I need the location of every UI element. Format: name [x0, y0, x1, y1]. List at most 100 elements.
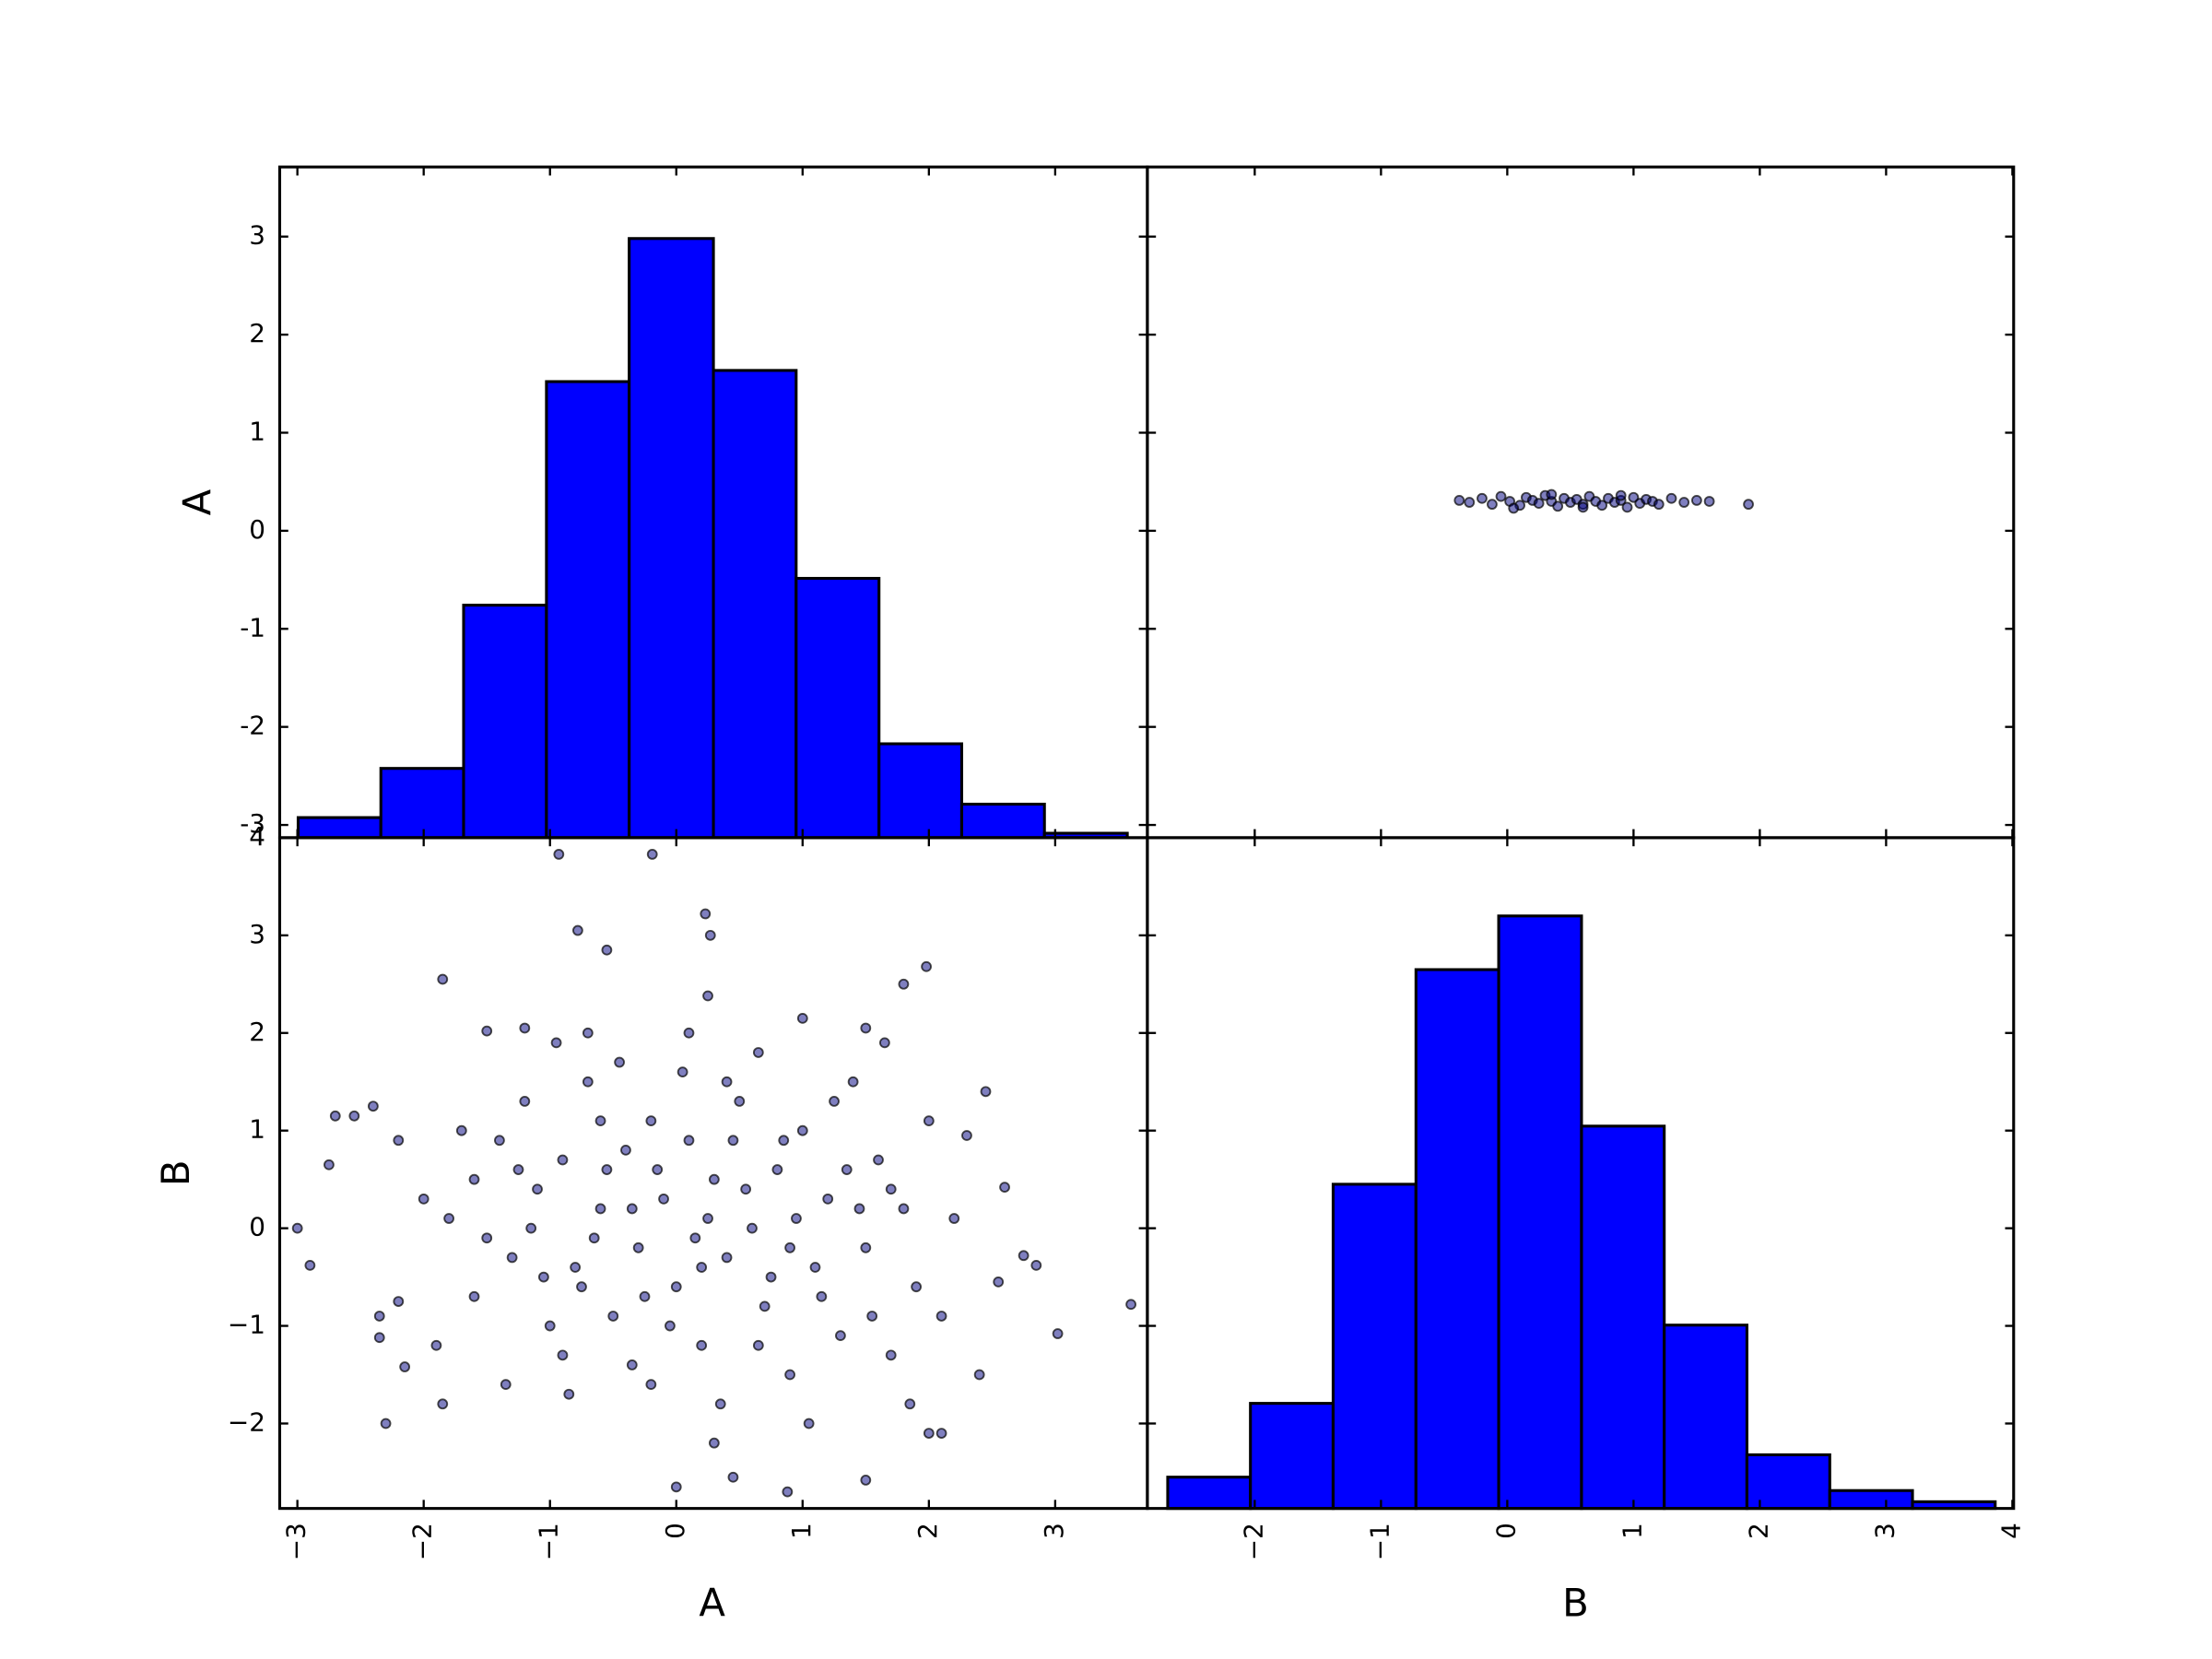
scatter-point — [727, 1135, 739, 1147]
x-axis-label: A — [699, 1580, 725, 1625]
scatter-point — [443, 1213, 454, 1224]
scatter-point — [500, 1379, 512, 1390]
scatter-point — [847, 1076, 859, 1088]
y-tick-label: -2 — [240, 711, 265, 741]
histogram-bar — [379, 767, 465, 840]
scatter-point — [1030, 1259, 1042, 1271]
scatter-point — [324, 1159, 335, 1171]
scatter-point — [683, 1135, 695, 1147]
scatter-point — [1018, 1250, 1030, 1262]
histogram-bar — [1828, 1488, 1914, 1511]
scatter-point — [576, 1281, 587, 1293]
scatter-point — [418, 1193, 429, 1205]
scatter-point — [373, 1311, 385, 1322]
histogram-bar — [1663, 1324, 1748, 1511]
scatter-point — [481, 1232, 493, 1244]
scatter-point — [727, 1471, 739, 1483]
scatter-point — [759, 1300, 771, 1312]
scatter-point — [512, 1164, 524, 1175]
scatter-point — [399, 1361, 411, 1372]
scatter-point — [898, 978, 910, 990]
scatter-point — [291, 1222, 303, 1234]
scatter-point — [1665, 492, 1677, 504]
histogram-bar — [1414, 968, 1500, 1511]
scatter-point — [594, 1115, 606, 1126]
scatter-point — [704, 929, 716, 941]
y-tick-label: 2 — [249, 1017, 265, 1047]
scatter-point — [973, 1369, 985, 1381]
scatter-point — [601, 1164, 613, 1175]
scatter-point — [646, 849, 658, 860]
scatter-point — [935, 1428, 947, 1439]
scatter-point — [519, 1096, 531, 1107]
x-tick-label: −1 — [534, 1523, 564, 1560]
scatter-point — [1546, 488, 1558, 500]
histogram-bar — [1497, 914, 1583, 1511]
scatter-point — [652, 1164, 664, 1175]
scatter-point — [553, 849, 565, 860]
scatter-point — [829, 1096, 840, 1107]
scatter-point — [393, 1135, 405, 1147]
y-axis-label: B — [153, 1159, 198, 1186]
scatter-point — [816, 1290, 828, 1302]
scatter-point — [878, 1037, 890, 1049]
scatter-point — [921, 960, 932, 972]
scatter-point — [1495, 490, 1507, 502]
scatter-point — [348, 1110, 360, 1122]
scatter-point — [752, 1339, 764, 1351]
scatter-point — [708, 1173, 720, 1185]
scatter-point — [835, 1330, 846, 1342]
x-tick-label: 2 — [1743, 1523, 1773, 1539]
scatter-point — [1678, 497, 1690, 508]
scatter-point — [626, 1203, 638, 1215]
scatter-point — [455, 1124, 467, 1136]
scatter-point — [571, 924, 583, 936]
scatter-point — [683, 1027, 695, 1039]
y-tick-label: 1 — [249, 1114, 265, 1145]
scatter-point — [519, 1022, 531, 1034]
scatter-point — [778, 1135, 790, 1147]
x-tick-label: −3 — [281, 1523, 312, 1560]
scatter-point — [304, 1259, 316, 1271]
scatter-point — [677, 1066, 688, 1078]
scatter-point — [532, 1183, 543, 1195]
x-tick-label: 1 — [786, 1523, 817, 1539]
scatter-point — [904, 1398, 916, 1410]
scatter-point — [721, 1252, 733, 1264]
scatter-point — [373, 1332, 385, 1344]
scatter-point — [607, 1311, 619, 1322]
scatter-point — [860, 1022, 872, 1034]
x-tick-label: 3 — [1869, 1523, 1900, 1539]
scatter-point — [1533, 498, 1545, 509]
x-tick-label: −1 — [1364, 1523, 1394, 1560]
y-tick-label: -1 — [240, 612, 265, 642]
scatter-point — [468, 1290, 480, 1302]
scatter-point — [999, 1182, 1010, 1194]
scatter-point — [588, 1232, 600, 1244]
x-tick-label: 0 — [1490, 1523, 1521, 1539]
x-tick-label: −2 — [407, 1523, 438, 1560]
scatter-point — [689, 1232, 701, 1244]
scatter-point — [1487, 499, 1498, 511]
scatter-point — [632, 1241, 644, 1253]
scatter-point — [506, 1252, 518, 1264]
scatter-point — [1653, 499, 1665, 511]
scatter-point — [1691, 495, 1702, 506]
scatter-point — [948, 1213, 960, 1224]
scatter-point — [809, 1262, 821, 1273]
scatter-point — [696, 1262, 708, 1273]
scatter-point — [525, 1222, 537, 1234]
scatter-point — [1596, 500, 1608, 512]
scatter-point — [860, 1241, 872, 1253]
scatter-point — [923, 1428, 935, 1439]
histogram-bar — [877, 742, 964, 840]
scatter-point — [796, 1012, 808, 1024]
scatter-point — [708, 1437, 720, 1449]
y-tick-label: 1 — [249, 416, 265, 446]
y-tick-label: 0 — [249, 514, 265, 545]
scatter-point — [1453, 495, 1465, 506]
histogram-bar — [1580, 1124, 1666, 1511]
scatter-point — [582, 1076, 594, 1088]
scatter-point — [1125, 1299, 1136, 1311]
